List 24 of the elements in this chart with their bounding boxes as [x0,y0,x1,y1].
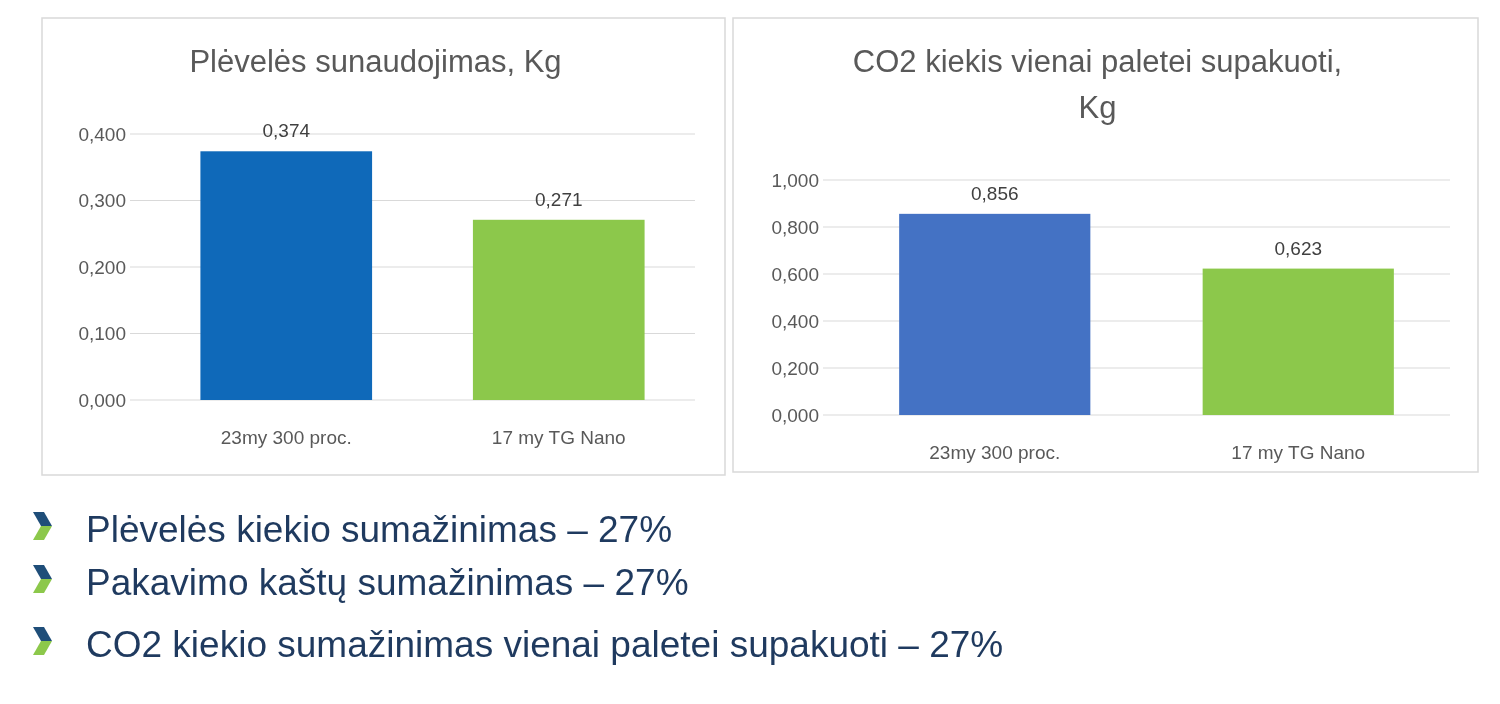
y-tick-label: 0,800 [771,216,819,238]
x-tick-label: 23my 300 proc. [220,427,352,448]
y-tick-label: 0,600 [771,263,819,285]
y-tick-label: 0,400 [78,123,126,145]
text: Pakavimo kaštų sumažinimas – 27% [86,562,689,603]
text: Plėvelės kiekio sumažinimas – 27% [86,509,673,550]
data-label: 0,374 [262,120,311,142]
y-tick-label: 0,200 [78,256,126,278]
y-tick-label: 0,100 [78,323,126,345]
text: CO2 kiekio sumažinimas vienai paletei supakuoti – 27% [86,624,1004,665]
y-tick-label: 0,400 [771,310,819,332]
data-label: 0,271 [534,188,583,210]
data-label: 0,856 [970,182,1019,204]
x-tick-label: 17 my TG Nano [491,427,626,448]
y-tick-label: 0,200 [771,357,819,379]
x-tick-label: 17 my TG Nano [1231,442,1366,463]
y-tick-label: 1,000 [771,169,819,191]
data-label: 0,623 [1274,237,1323,259]
y-tick-label: 0,300 [78,190,126,212]
y-tick-label: 0,000 [771,404,819,426]
y-tick-label: 0,000 [78,389,126,411]
x-tick-label: 23my 300 proc. [929,442,1061,463]
chart-title: CO2 kiekis vienai paletei supakuoti, Kg [852,44,1343,125]
chart-title: Plėvelės sunaudojimas, Kg [189,44,562,79]
